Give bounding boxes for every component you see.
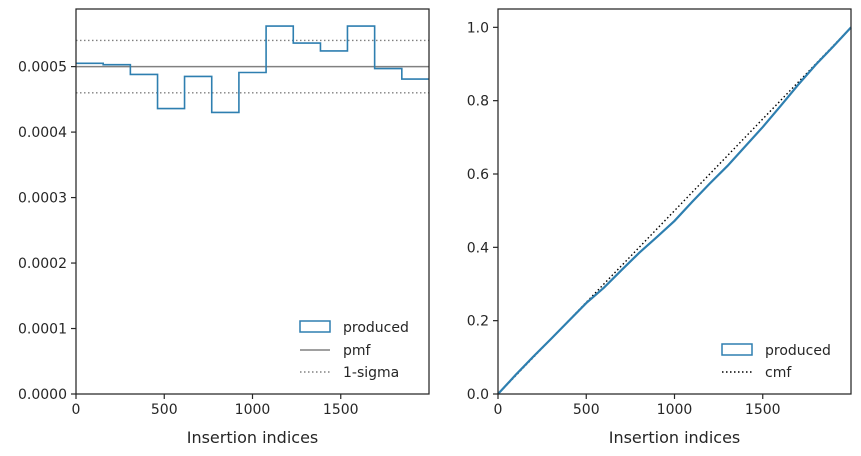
x-tick-label: 1000	[657, 402, 693, 418]
y-tick-label: 0.0	[467, 387, 489, 403]
x-tick-label: 0	[494, 402, 503, 418]
x-tick-label: 1000	[235, 402, 271, 418]
y-axis-ticks: 0.0 0.2 0.4 0.6 0.8 1.0	[467, 20, 498, 403]
y-tick-label: 0.0003	[18, 191, 67, 207]
x-tick-label: 500	[151, 402, 178, 418]
y-tick-label: 0.6	[467, 167, 489, 183]
plot-area	[497, 26, 852, 395]
y-tick-label: 0.0000	[18, 387, 67, 403]
legend-label-produced: produced	[765, 343, 831, 359]
legend: produced cmf	[721, 343, 831, 381]
x-axis-label: Insertion indices	[609, 428, 741, 447]
y-tick-label: 0.8	[467, 94, 489, 110]
plot-area	[76, 25, 429, 114]
y-tick-label: 0.4	[467, 240, 489, 256]
x-axis-ticks: 0 500 1000 1500	[72, 394, 359, 418]
y-axis-ticks: 0.0000 0.0001 0.0002 0.0003 0.0004 0.0005	[18, 60, 76, 403]
produced-cumulative-series	[497, 26, 852, 395]
y-tick-label: 0.0001	[18, 322, 67, 338]
histogram-chart: 0 500 1000 1500 0.00000.00010.00020.00030.0…	[18, 8, 430, 447]
y-tick-label: 0.0004	[18, 125, 67, 141]
legend-label-pmf: pmf	[343, 343, 372, 359]
x-tick-label: 0	[72, 402, 81, 418]
legend-label-1-sigma: 1-sigma	[343, 365, 399, 381]
x-tick-label: 500	[573, 402, 600, 418]
legend: produced pmf 1-sigma	[299, 320, 409, 381]
x-tick-label: 1500	[323, 402, 359, 418]
x-axis-ticks: 0 500 1000 1500	[494, 394, 781, 418]
y-tick-label: 0.0002	[18, 256, 67, 272]
legend-label-cmf: cmf	[765, 365, 792, 381]
y-tick-label: 0.0005	[18, 60, 67, 76]
legend-swatch-produced	[721, 343, 753, 356]
y-tick-label: 1.0	[467, 20, 489, 36]
produced-step-series	[76, 25, 429, 114]
plot-frame	[75, 8, 430, 395]
x-tick-label: 1500	[745, 402, 781, 418]
legend-swatch-produced	[299, 320, 331, 333]
legend-label-produced: produced	[343, 320, 409, 336]
x-axis-label: Insertion indices	[187, 428, 319, 447]
cumulative-chart: 0 500 1000 1500 0.0 0.2 0.4 0.6 0.8 1.0 Insertio…	[467, 8, 852, 447]
plot-frame	[497, 8, 852, 395]
y-tick-label: 0.2	[467, 314, 489, 330]
